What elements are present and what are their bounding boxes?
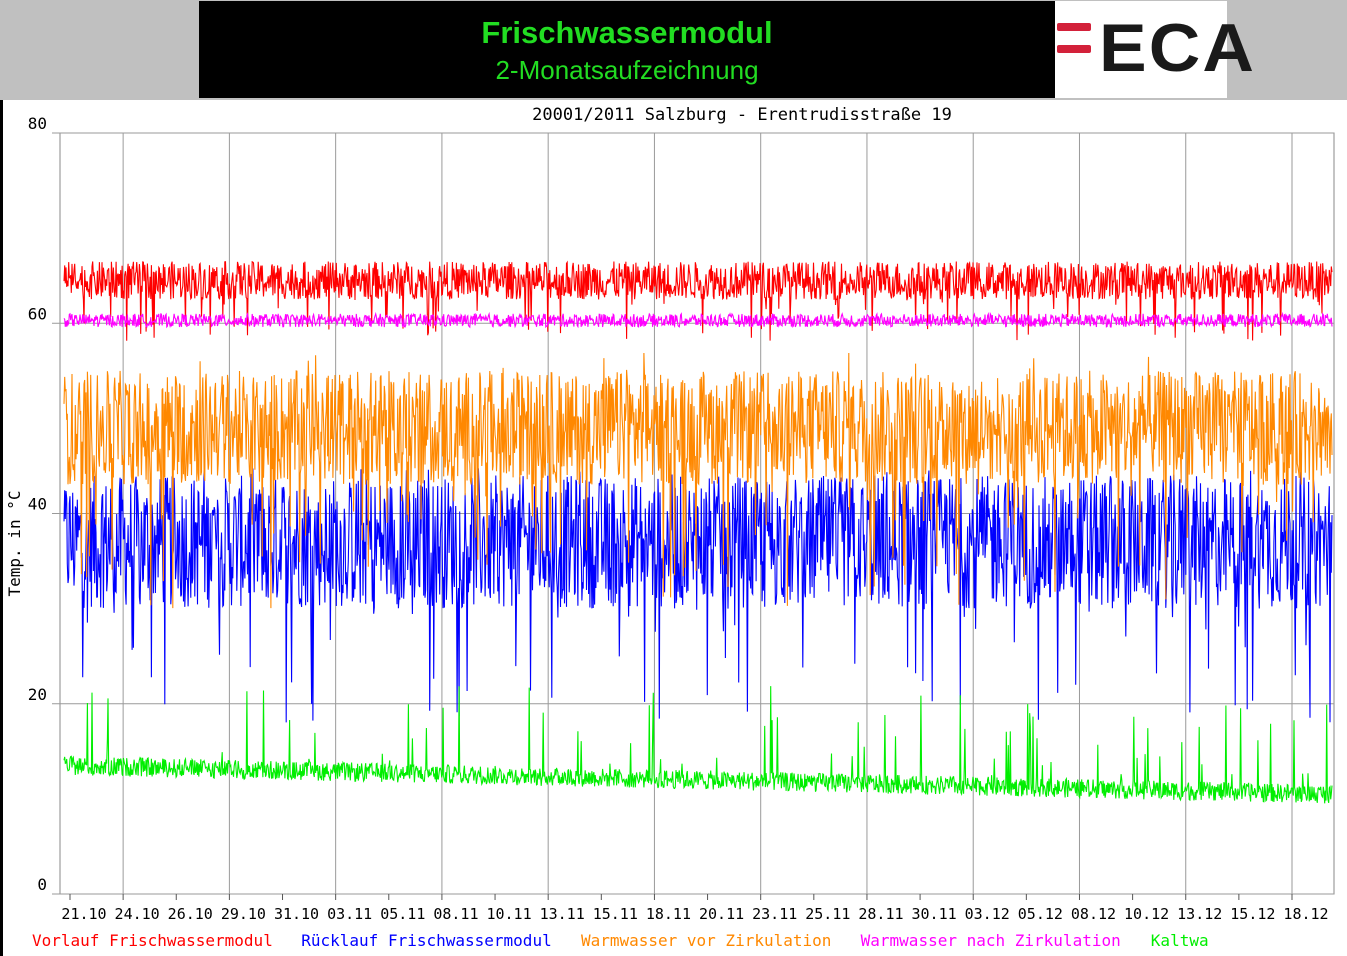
x-tick-label: 23.11 [752,905,797,923]
x-tick-label: 20.11 [699,905,744,923]
legend-entry-1: Rücklauf Frischwassermodul [301,931,551,950]
x-tick-label: 18.12 [1283,905,1328,923]
x-tick-label: 26.10 [168,905,213,923]
x-tick-label: 05.12 [1018,905,1063,923]
x-tick-label: 31.10 [274,905,319,923]
x-tick-label: 03.11 [327,905,372,923]
series-line-1 [63,468,1333,723]
x-tick-label: 10.11 [486,905,531,923]
page-title: Frischwassermodul [481,15,773,50]
legend-entry-3: Warmwasser nach Zirkulation [861,931,1121,950]
x-tick-label: 03.12 [965,905,1010,923]
legend-entry-0: Vorlauf Frischwassermodul [32,931,273,950]
x-tick-label: 15.12 [1230,905,1275,923]
chart-title: 20001/2011 Salzburg - Erentrudisstraße 1… [532,105,952,125]
y-tick-label: 40 [28,495,47,514]
legend-entry-4: Kaltwa [1151,931,1209,950]
x-tick-label: 15.11 [593,905,638,923]
logo-text: ECA [1099,10,1257,86]
legend-entry-2: Warmwasser vor Zirkulation [581,931,831,950]
x-tick-label: 10.12 [1124,905,1169,923]
x-tick-label: 30.11 [912,905,957,923]
series-line-4 [63,686,1333,804]
y-tick-label: 20 [28,685,47,704]
x-tick-label: 13.12 [1177,905,1222,923]
logo-bar-top [1057,23,1091,31]
x-tick-label: 08.12 [1071,905,1116,923]
x-tick-label: 29.10 [221,905,266,923]
y-tick-label: 0 [37,875,47,894]
eca-logo: ECA [1055,1,1254,98]
x-tick-label: 28.11 [858,905,903,923]
y-axis-label: Temp. in °C [5,491,24,597]
y-tick-label: 80 [28,114,47,133]
page-subtitle: 2-Monatsaufzeichnung [495,55,759,85]
left-border [0,100,3,956]
x-tick-label: 13.11 [540,905,585,923]
series-line-2 [63,352,1333,609]
x-tick-label: 08.11 [433,905,478,923]
x-tick-label: 25.11 [805,905,850,923]
x-tick-label: 24.10 [115,905,160,923]
logo-bar-bottom [1057,45,1091,53]
x-tick-label: 18.11 [646,905,691,923]
y-tick-label: 60 [28,304,47,323]
x-tick-label: 21.10 [61,905,106,923]
series-line-0 [63,260,1333,341]
series-line-3 [63,311,1333,329]
x-tick-label: 05.11 [380,905,425,923]
title-bar: Frischwassermodul 2-Monatsaufzeichnung [199,1,1055,98]
temperature-chart: 20001/2011 Salzburg - Erentrudisstraße 1… [5,105,1335,950]
